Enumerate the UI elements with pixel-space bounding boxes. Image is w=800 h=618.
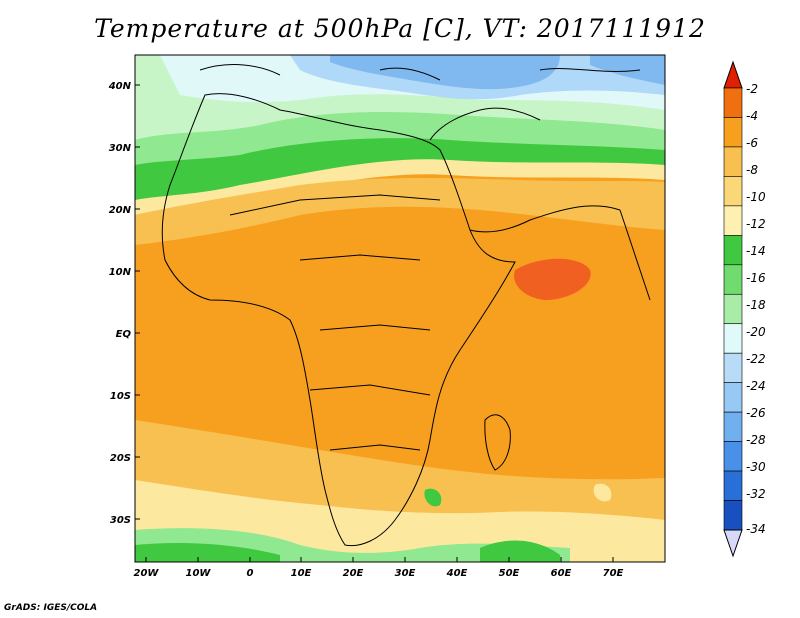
colorbar-swatch [723, 264, 743, 295]
latitude-labels: 40N 30N 20N 10N EQ 10S 20S 30S [108, 81, 132, 526]
lat-label: 10N [109, 267, 132, 278]
temperature-field [135, 55, 665, 562]
colorbar-label: -16 [746, 271, 766, 285]
colorbar-swatch [723, 441, 743, 472]
lat-label: 30N [109, 143, 132, 154]
colorbar-swatch [723, 411, 743, 442]
colorbar-label: -2 [746, 82, 758, 96]
lat-label: 20N [109, 205, 132, 216]
colorbar-label: -24 [746, 379, 766, 393]
lon-label: 30E [395, 568, 416, 579]
credit-text: GrADS: IGES/COLA [4, 603, 98, 613]
colorbar-label: -14 [746, 244, 766, 258]
colorbar-label: -30 [746, 460, 766, 474]
colorbar-swatch [723, 352, 743, 383]
lon-label: 50E [499, 568, 520, 579]
colorbar-swatch [723, 323, 743, 354]
lon-label: 70E [603, 568, 624, 579]
lon-label: 60E [551, 568, 572, 579]
colorbar-swatch [723, 87, 743, 118]
colorbar-bottom-arrow [723, 529, 743, 558]
colorbar-swatch [723, 146, 743, 177]
lat-label: 30S [110, 515, 131, 526]
colorbar-label: -32 [746, 487, 766, 501]
lon-label: 10W [186, 568, 212, 579]
colorbar-label: -6 [746, 136, 758, 150]
lon-label: 0 [247, 568, 254, 579]
colorbar-swatch [723, 470, 743, 501]
colorbar-label: -28 [746, 433, 766, 447]
colorbar-label: -26 [746, 406, 766, 420]
lat-label: 10S [110, 391, 131, 402]
lat-label: 20S [110, 453, 131, 464]
lat-label: EQ [116, 329, 132, 340]
colorbar-label: -34 [746, 522, 766, 536]
colorbar-label: -18 [746, 298, 766, 312]
colorbar: -2 -4 -6 -8 -10 -12 -14 -16 -18 -20 -22 … [723, 60, 766, 558]
colorbar-top-arrow [723, 60, 743, 89]
colorbar-swatch [723, 176, 743, 207]
lat-label: 40N [108, 81, 132, 92]
coastlines [161, 64, 651, 547]
lon-label: 20E [343, 568, 364, 579]
map-title: Temperature at 500hPa [C], VT: 201711191… [94, 14, 706, 43]
colorbar-label: -20 [746, 325, 766, 339]
colorbar-label: -10 [746, 190, 766, 204]
colorbar-swatch [723, 500, 743, 531]
colorbar-swatch [723, 235, 743, 266]
longitude-labels: 20W 10W 0 10E 20E 30E 40E 50E 60E 70E [134, 568, 624, 579]
colorbar-swatch [723, 117, 743, 148]
colorbar-label: -12 [746, 217, 766, 231]
lon-label: 40E [446, 568, 468, 579]
colorbar-swatch [723, 205, 743, 236]
plot-frame [134, 54, 666, 563]
colorbar-label: -4 [746, 109, 758, 123]
colorbar-swatch [723, 293, 743, 325]
lon-label: 20W [134, 568, 160, 579]
colorbar-label: -22 [746, 352, 766, 366]
colorbar-swatch [723, 382, 743, 413]
lon-label: 10E [291, 568, 312, 579]
colorbar-label: -8 [746, 163, 758, 177]
